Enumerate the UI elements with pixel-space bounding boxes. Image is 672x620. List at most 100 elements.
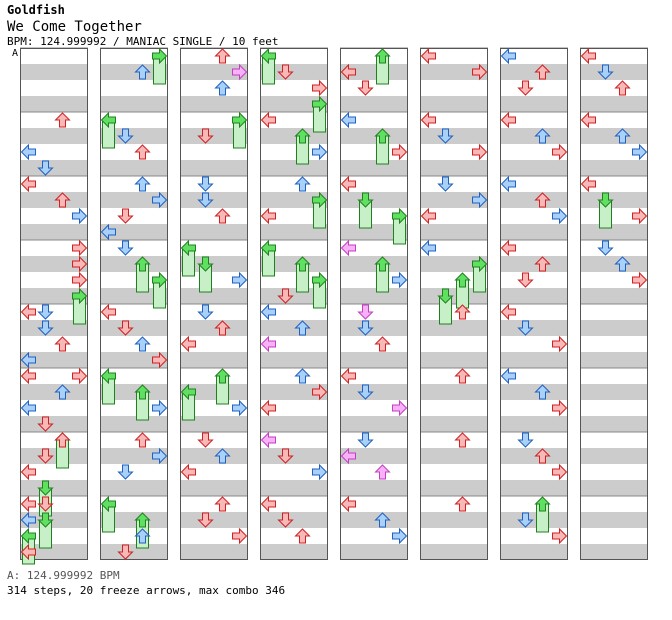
arrow-down-icon: [37, 480, 54, 496]
arrow-right-icon: [392, 399, 408, 417]
arrow-up-icon: [294, 128, 311, 144]
arrow-up-icon: [214, 368, 231, 384]
arrow-right-icon: [552, 399, 568, 417]
arrow-up-icon: [374, 512, 391, 528]
arrow-right-icon: [312, 463, 328, 481]
arrow-down-icon: [197, 128, 214, 144]
arrow-left-icon: [20, 367, 36, 385]
arrow-up-icon: [454, 272, 471, 288]
step-stats: 314 steps, 20 freeze arrows, max combo 3…: [7, 584, 286, 597]
arrow-up-icon: [534, 384, 551, 400]
arrow-right-icon: [312, 95, 328, 113]
arrow-right-icon: [312, 143, 328, 161]
arrow-up-icon: [534, 448, 551, 464]
arrow-left-icon: [260, 239, 276, 257]
arrow-left-icon: [340, 447, 356, 465]
arrow-right-icon: [552, 335, 568, 353]
arrow-up-icon: [454, 496, 471, 512]
arrow-right-icon: [552, 143, 568, 161]
arrow-up-icon: [134, 528, 151, 544]
arrow-up-icon: [54, 336, 71, 352]
arrow-left-icon: [340, 367, 356, 385]
arrow-up-icon: [54, 384, 71, 400]
arrow-right-icon: [72, 367, 88, 385]
arrow-left-icon: [260, 495, 276, 513]
song-artist: Goldfish: [7, 3, 65, 17]
arrow-right-icon: [312, 79, 328, 97]
arrow-right-icon: [392, 143, 408, 161]
arrow-up-icon: [134, 256, 151, 272]
arrow-right-icon: [232, 527, 248, 545]
arrow-up-icon: [294, 176, 311, 192]
arrow-right-icon: [232, 271, 248, 289]
section-marker: A: [12, 48, 19, 59]
arrow-left-icon: [500, 239, 516, 257]
arrow-right-icon: [232, 63, 248, 81]
arrow-down-icon: [277, 512, 294, 528]
arrow-down-icon: [437, 128, 454, 144]
arrow-left-icon: [20, 175, 36, 193]
arrow-down-icon: [117, 464, 134, 480]
arrow-down-icon: [37, 512, 54, 528]
arrow-up-icon: [534, 64, 551, 80]
arrow-down-icon: [277, 64, 294, 80]
arrow-up-icon: [534, 192, 551, 208]
chart-column: [580, 47, 648, 560]
arrow-up-icon: [134, 336, 151, 352]
chart-column: [260, 47, 328, 560]
arrow-left-icon: [260, 303, 276, 321]
arrow-down-icon: [37, 160, 54, 176]
chart-meta: BPM: 124.999992 / MANIAC SINGLE / 10 fee…: [7, 35, 279, 48]
arrow-left-icon: [340, 111, 356, 129]
arrow-down-icon: [357, 432, 374, 448]
arrow-down-icon: [197, 192, 214, 208]
arrow-up-icon: [214, 48, 231, 64]
arrow-down-icon: [37, 448, 54, 464]
arrow-down-icon: [517, 80, 534, 96]
arrow-down-icon: [37, 304, 54, 320]
arrow-up-icon: [534, 496, 551, 512]
arrow-left-icon: [500, 303, 516, 321]
arrow-left-icon: [260, 335, 276, 353]
arrow-up-icon: [374, 336, 391, 352]
arrow-right-icon: [472, 255, 488, 273]
arrow-left-icon: [20, 495, 36, 513]
arrow-left-icon: [260, 431, 276, 449]
arrow-left-icon: [420, 47, 436, 65]
arrow-left-icon: [20, 143, 36, 161]
arrow-down-icon: [197, 256, 214, 272]
arrow-up-icon: [134, 64, 151, 80]
arrow-down-icon: [597, 240, 614, 256]
arrow-left-icon: [420, 239, 436, 257]
song-title: We Come Together: [7, 19, 142, 35]
arrow-up-icon: [54, 432, 71, 448]
arrow-left-icon: [100, 111, 116, 129]
arrow-up-icon: [374, 48, 391, 64]
arrow-left-icon: [340, 495, 356, 513]
arrow-right-icon: [152, 191, 168, 209]
arrow-up-icon: [614, 80, 631, 96]
arrow-right-icon: [152, 271, 168, 289]
arrow-left-icon: [180, 463, 196, 481]
arrow-right-icon: [552, 463, 568, 481]
arrow-up-icon: [614, 128, 631, 144]
arrow-down-icon: [37, 320, 54, 336]
arrow-down-icon: [117, 208, 134, 224]
arrow-right-icon: [232, 111, 248, 129]
arrow-up-icon: [134, 432, 151, 448]
arrow-down-icon: [517, 512, 534, 528]
arrow-right-icon: [472, 191, 488, 209]
arrow-up-icon: [614, 256, 631, 272]
arrow-left-icon: [340, 239, 356, 257]
arrow-down-icon: [437, 288, 454, 304]
arrow-left-icon: [180, 335, 196, 353]
arrow-right-icon: [152, 47, 168, 65]
arrow-up-icon: [294, 320, 311, 336]
arrow-up-icon: [134, 144, 151, 160]
arrow-down-icon: [517, 432, 534, 448]
arrow-left-icon: [260, 399, 276, 417]
arrow-down-icon: [277, 288, 294, 304]
arrow-left-icon: [100, 495, 116, 513]
arrow-left-icon: [420, 111, 436, 129]
